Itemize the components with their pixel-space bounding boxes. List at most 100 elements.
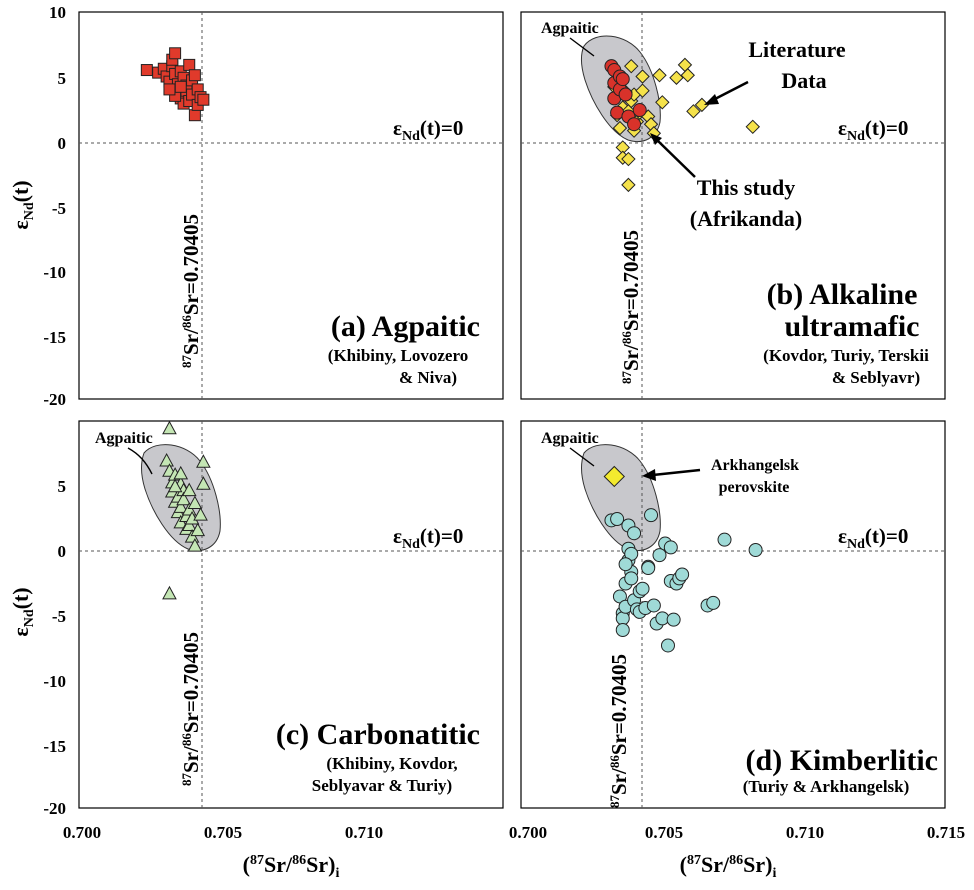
y-tick-label: -15 [43,328,66,347]
data-point [635,83,650,98]
data-point [612,120,628,136]
field-label: Agpaitic [95,430,153,447]
data-point [669,70,684,85]
data-point [680,68,695,83]
data-point [163,83,176,96]
data-point [173,465,189,480]
data-point [652,548,667,563]
data-point [197,93,210,106]
y-tick-label: 0 [58,134,67,153]
annotation-arkhangelsk: perovskite [719,479,790,496]
data-point [173,499,189,513]
data-point [193,507,208,521]
this-study-arrow [656,139,696,178]
annotation-literature: Data [781,68,826,93]
data-point [675,567,690,582]
field-label: Agpaitic [541,430,599,447]
data-point [615,72,630,87]
y-tick-label: -10 [43,263,66,282]
sr-line-label: 87Sr/86Sr=0.70405 [607,654,631,808]
x-tick-label: 0.710 [786,823,824,842]
series-points [140,47,210,122]
data-point [610,512,625,527]
annotation-this-study: This study [697,175,795,200]
data-point [615,622,630,637]
data-point [641,561,656,576]
panel-b: Agpaitic Literature Data This study (Afr… [520,11,946,400]
field-arrow [569,447,595,467]
panel-subtitle: (Khibiny, Kovdor, [326,754,457,773]
data-point [717,532,732,547]
x-tick-label: 0.715 [927,823,965,842]
y-tick-label: 5 [58,477,67,496]
data-point [162,421,177,435]
panel-a: 10 5 0 -5 -10 -15 -20 εNd(t) εNd(t)=0 87… [8,3,504,409]
data-point [188,69,201,82]
zero-line-label: εNd(t)=0 [393,116,463,144]
y-tick-label: -20 [43,390,66,409]
data-point [621,177,636,193]
sr-line-label: 87Sr/86Sr=0.70405 [619,230,643,384]
data-point [655,95,670,110]
y-tick-label: 5 [58,69,67,88]
data-point [663,540,678,555]
data-point [666,612,681,627]
panel-subtitle: (Turiy & Arkhangelsk) [743,777,910,796]
data-point [187,495,203,510]
arrowhead [650,133,662,145]
panel-subtitle: Seblyavar & Turiy) [312,776,452,795]
data-point [169,47,182,60]
panel-subtitle: (Khibiny, Lovozero [328,346,468,365]
panel-title: (b) Alkaline [767,278,918,311]
panel-title: (a) Agpaitic [331,310,480,343]
y-tick-label: -10 [43,672,66,691]
data-point [627,117,642,132]
data-point [621,151,636,167]
x-tick-label: 0.700 [63,823,101,842]
data-point [635,69,650,84]
y-tick-label: 0 [58,542,67,561]
y-tick-label: -20 [43,799,66,818]
zero-line-label: εNd(t)=0 [838,524,908,552]
x-tick-label: 0.700 [509,823,547,842]
data-point [660,638,675,653]
data-point [745,119,760,135]
data-point [646,598,661,613]
y-axis-label: εNd(t) [8,587,37,636]
data-point [167,478,183,493]
data-point [603,465,625,488]
panel-c: Agpaitic 5 0 -5 -10 -15 -20 0.700 0.705 … [8,420,504,881]
y-tick-label: -5 [52,199,66,218]
sr-line-label: 87Sr/86Sr=0.70405 [179,214,203,368]
data-point [632,103,647,118]
data-point [162,585,177,600]
y-tick-label: 10 [49,3,66,22]
data-point [618,557,633,572]
zero-line-label: εNd(t)=0 [393,524,463,552]
x-tick-label: 0.710 [345,823,383,842]
field-arrow [569,37,595,57]
arkhangelsk-arrow [652,468,701,477]
panel-title: (c) Carbonatitic [276,718,480,751]
panel-title: (d) Kimberlitic [746,744,938,777]
data-point [624,571,639,586]
data-point [159,452,174,467]
data-point [615,611,630,626]
annotation-arkhangelsk: Arkhangelsk [711,457,799,474]
series-points [159,421,211,600]
data-point [174,80,187,93]
arrowhead [704,94,719,105]
data-point [624,58,639,74]
data-point [187,538,203,552]
series-points [603,465,763,653]
data-point [694,97,710,113]
data-point [183,58,196,71]
data-point [188,109,201,122]
annotation-literature: Literature [748,37,846,62]
y-tick-label: -15 [43,737,66,756]
data-point [140,64,153,77]
agpaitic-field [581,444,661,552]
panel-subtitle: (Kovdor, Turiy, Terskii [763,346,929,365]
series-points [604,57,760,193]
